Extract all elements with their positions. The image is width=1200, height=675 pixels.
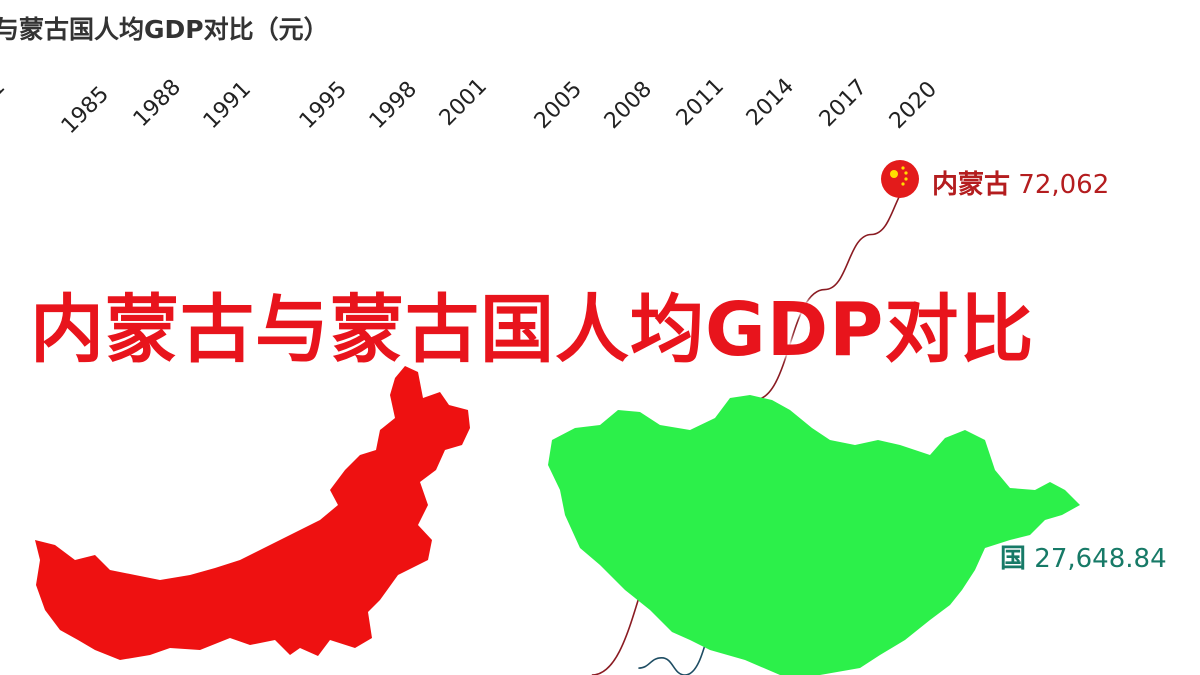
series-end-markers <box>881 160 919 198</box>
x-tick-label: 2008 <box>600 77 657 134</box>
x-tick-label: 1998 <box>365 77 422 134</box>
x-tick-label: 2014 <box>742 74 799 131</box>
series-name-inner-mongolia: 内蒙古 <box>932 170 1011 200</box>
series-name-mongolia: 国 <box>1000 544 1027 574</box>
chart-title: 与蒙古国人均GDP对比（元） <box>0 15 329 44</box>
mongolia-end-label: 国 27,648.84 <box>1000 538 1167 575</box>
mongolia-map-icon <box>548 395 1080 675</box>
x-tick-label: 1988 <box>129 75 186 132</box>
inner-mongolia-end-label: 内蒙古 72,062 <box>932 164 1109 201</box>
x-tick-label: 2011 <box>672 74 729 131</box>
x-tick-label: 1985 <box>57 82 114 139</box>
x-tick-label: 2017 <box>815 75 872 132</box>
x-tick-label: 1991 <box>199 77 256 134</box>
china-flag-circle-icon <box>881 160 919 198</box>
x-tick-label: 2020 <box>885 77 942 134</box>
x-tick-label: 1995 <box>295 77 352 134</box>
series-value-mongolia: 27,648.84 <box>1034 544 1167 574</box>
x-axis-ticks: 81 1985 1988 1991 1995 1998 2001 2005 2008 2011 20… <box>0 74 942 139</box>
inner-mongolia-map-icon <box>35 366 470 660</box>
x-tick-label: 2001 <box>435 74 492 131</box>
x-tick-label: 2005 <box>530 77 587 134</box>
x-tick-label: 81 <box>0 75 10 112</box>
banner-title: 内蒙古与蒙古国人均GDP对比 <box>30 287 1035 373</box>
series-value-inner-mongolia: 72,062 <box>1018 170 1110 200</box>
maps-overlay <box>35 366 1080 675</box>
